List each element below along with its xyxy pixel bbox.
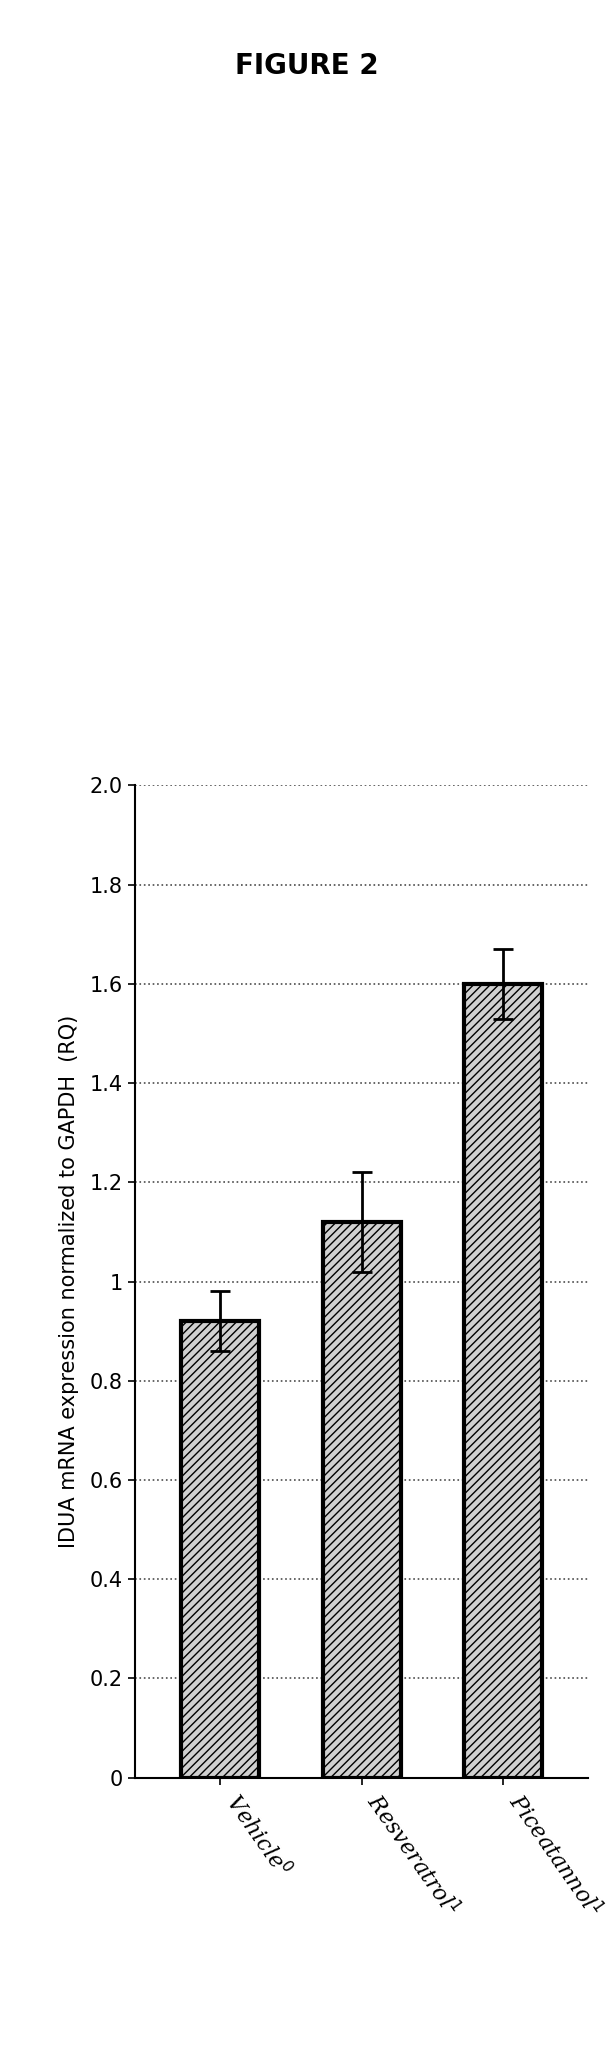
Text: FIGURE 2: FIGURE 2 — [235, 52, 378, 81]
Y-axis label: IDUA mRNA expression normalized to GAPDH  (RQ): IDUA mRNA expression normalized to GAPDH… — [59, 1015, 78, 1548]
Bar — [322, 1222, 401, 1778]
Bar — [465, 984, 543, 1778]
Bar — [181, 1321, 259, 1778]
